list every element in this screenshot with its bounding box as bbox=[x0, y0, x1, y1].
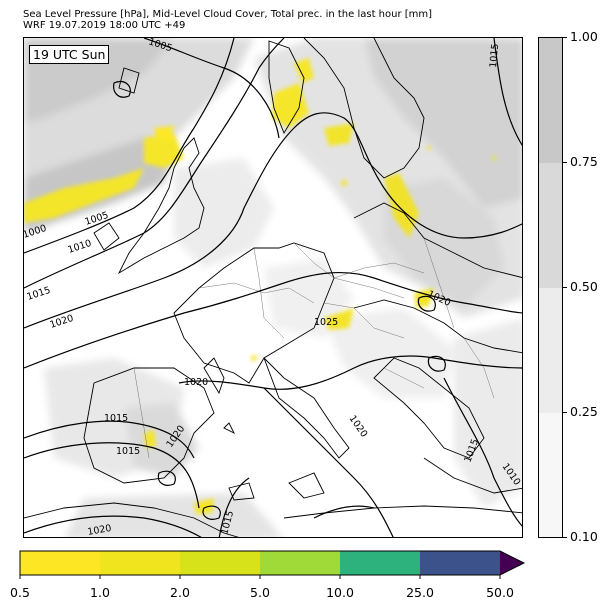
colorbar-tick-label: 2.0 bbox=[170, 585, 190, 600]
isobar-label: 1015 bbox=[116, 446, 140, 457]
colorbar-segment bbox=[539, 163, 562, 288]
colorbar-outline bbox=[19, 550, 526, 576]
colorbar-tick bbox=[563, 412, 567, 413]
colorbar-segment bbox=[539, 288, 562, 413]
colorbar-tick-label: 10.0 bbox=[326, 585, 354, 600]
colorbar-tick-label: 0.5 bbox=[10, 585, 30, 600]
coastlines bbox=[24, 38, 522, 537]
cloud-cover-colorbar bbox=[538, 37, 563, 538]
colorbar-tick-label: 50.0 bbox=[486, 585, 514, 600]
isobar-label: 1020 bbox=[87, 523, 113, 538]
colorbar-segment bbox=[420, 551, 500, 575]
valid-time-label: 19 UTC Sun bbox=[29, 45, 110, 64]
colorbar-tick-label: 0.50 bbox=[570, 279, 598, 294]
isobar-label: 1020 bbox=[184, 377, 208, 388]
isobar-label: 1015 bbox=[488, 43, 501, 68]
colorbar-tick bbox=[563, 537, 567, 538]
isobars bbox=[24, 38, 522, 537]
colorbar-tick bbox=[563, 287, 567, 288]
isobar-label: 1015 bbox=[104, 413, 128, 424]
isobar-label: 1025 bbox=[314, 317, 338, 328]
colorbar-tick-label: 5.0 bbox=[250, 585, 270, 600]
isobar-label: 1015 bbox=[26, 285, 52, 303]
map-canvas: 1005 1015 1000 1005 1010 1015 1020 1020 … bbox=[24, 38, 522, 538]
weather-map[interactable]: 1005 1015 1000 1005 1010 1015 1020 1020 … bbox=[23, 37, 523, 538]
chart-subtitle: WRF 19.07.2019 18:00 UTC +49 bbox=[23, 20, 186, 31]
colorbar-tick-label: 1.0 bbox=[90, 585, 110, 600]
chart-title: Sea Level Pressure [hPa], Mid-Level Clou… bbox=[23, 9, 433, 20]
isobar-label: 1010 bbox=[67, 238, 93, 256]
colorbar-segment bbox=[539, 413, 562, 537]
colorbar-tick-label: 25.0 bbox=[406, 585, 434, 600]
colorbar-segment bbox=[539, 38, 562, 163]
colorbar-segment bbox=[180, 551, 260, 575]
colorbar-segment bbox=[100, 551, 180, 575]
isobar-label: 1020 bbox=[347, 413, 370, 439]
colorbar-tick-label: 0.25 bbox=[570, 404, 598, 419]
colorbar-tick-label: 0.10 bbox=[570, 529, 598, 544]
colorbar-tick-label: 0.75 bbox=[570, 154, 598, 169]
colorbar-tick bbox=[563, 37, 567, 38]
isobar-label: 1020 bbox=[49, 313, 75, 331]
colorbar-segment bbox=[340, 551, 420, 575]
precipitation-layer bbox=[24, 58, 496, 514]
colorbar-tick bbox=[563, 162, 567, 163]
colorbar-tick-label: 1.00 bbox=[570, 29, 598, 44]
colorbar-segment bbox=[260, 551, 340, 575]
colorbar-extend-arrow bbox=[500, 551, 524, 575]
colorbar-segment bbox=[20, 551, 100, 575]
